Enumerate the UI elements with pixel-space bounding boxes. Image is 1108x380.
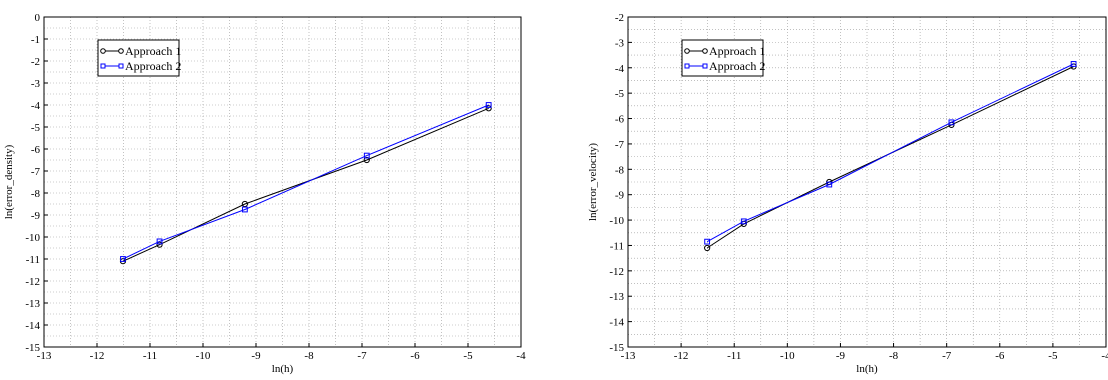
x-tick-label: -5 <box>1048 350 1058 362</box>
series-approach-2 <box>704 61 1077 245</box>
x-tick-label: -12 <box>90 350 105 362</box>
x-tick-label: -4 <box>1101 350 1108 362</box>
y-tick-label: -15 <box>25 342 40 354</box>
chart-2: -13 -12 -11 -10 -9 -8 -7 -6 -5 -4 -2 -3 -4 -5 -6 -7 -8 -9… <box>587 12 1108 375</box>
y-tick-label: -8 <box>615 164 625 176</box>
y-tick-label: -12 <box>609 266 624 278</box>
legend-marker <box>684 63 690 69</box>
y-tick-label: -12 <box>25 276 40 288</box>
data-point <box>156 241 163 248</box>
x-axis-label: ln(h) <box>856 363 878 375</box>
series-line <box>706 63 1074 243</box>
data-point <box>485 105 492 112</box>
chart-1: -13 -12 -11 -10 -9 -8 -7 -6 -5 -4 0 -1 -2 -3 -4 -5 -6 -7 -… <box>3 12 526 375</box>
data-point <box>826 181 833 188</box>
series-approach-2 <box>120 102 492 262</box>
x-tick-label: -7 <box>357 350 367 362</box>
data-point <box>740 218 747 225</box>
y-tick-label: -6 <box>31 144 41 156</box>
data-point <box>948 119 955 126</box>
legend-marker <box>702 48 708 54</box>
y-axis-label: ln(error_density) <box>3 144 15 219</box>
y-tick-label: -4 <box>31 100 41 112</box>
y-tick-label: -2 <box>615 12 624 24</box>
y-axis-label: ln(error_velocity) <box>587 143 599 222</box>
x-tick-label: -13 <box>621 350 636 362</box>
y-tick-label: -11 <box>610 240 624 252</box>
y-tick-label: -5 <box>31 122 41 134</box>
legend-label: Approach 2 <box>125 59 181 73</box>
y-tick-label: -10 <box>25 232 40 244</box>
y-tick-label: -14 <box>25 320 40 332</box>
data-point <box>241 206 248 213</box>
legend-box <box>681 39 764 77</box>
y-tick-label: -13 <box>25 298 40 310</box>
x-axis-label: ln(h) <box>272 363 294 375</box>
plot-frame <box>627 16 1107 348</box>
series-approach-1 <box>119 105 492 265</box>
y-tick-label: -7 <box>615 139 625 151</box>
legend-label: Approach 1 <box>125 44 181 58</box>
x-tick-label: -12 <box>674 350 689 362</box>
y-tick-label: -3 <box>615 37 625 49</box>
x-tick-label: -6 <box>410 350 420 362</box>
y-tick-label: -8 <box>31 188 41 200</box>
y-tick-label: -15 <box>609 342 624 354</box>
legend-marker <box>684 48 690 54</box>
data-point <box>241 200 248 208</box>
data-point <box>1070 61 1077 67</box>
data-point <box>156 238 163 245</box>
y-tick-label: 0 <box>35 12 41 24</box>
y-tick-label: -1 <box>31 34 40 46</box>
y-tick-label: -14 <box>609 317 624 329</box>
x-tick-label: -9 <box>836 350 846 362</box>
legend-marker <box>118 48 124 54</box>
x-tick-label: -11 <box>143 350 157 362</box>
data-point <box>485 102 492 108</box>
y-tick-label: -13 <box>609 291 624 303</box>
x-tick-label: -8 <box>304 350 314 362</box>
legend-marker <box>118 63 124 69</box>
y-tick-label: -10 <box>609 215 624 227</box>
x-tick-label: -13 <box>37 350 52 362</box>
plot-frame <box>43 16 522 348</box>
y-tick-label: -4 <box>615 63 625 75</box>
series-line <box>706 66 1074 249</box>
x-tick-label: -7 <box>942 350 952 362</box>
y-tick-label: -2 <box>31 56 40 68</box>
series-approach-1 <box>704 63 1077 252</box>
x-tick-label: -5 <box>463 350 473 362</box>
y-tick-label: -11 <box>26 254 40 266</box>
data-point <box>363 156 370 164</box>
legend-label: Approach 2 <box>709 59 765 73</box>
data-point <box>363 152 370 159</box>
series-line <box>122 107 489 262</box>
y-tick-label: -7 <box>31 166 41 178</box>
legend-marker <box>702 63 708 69</box>
data-point <box>704 244 711 252</box>
x-tick-label: -6 <box>995 350 1005 362</box>
x-tick-label: -4 <box>516 350 526 362</box>
x-tick-label: -11 <box>727 350 741 362</box>
x-tick-label: -9 <box>251 350 261 362</box>
legend-box <box>97 39 180 77</box>
y-tick-label: -9 <box>31 210 41 222</box>
y-tick-label: -5 <box>615 88 625 100</box>
data-point <box>704 238 711 245</box>
y-tick-label: -6 <box>615 114 625 126</box>
y-tick-label: -9 <box>615 190 625 202</box>
legend-label: Approach 1 <box>709 44 765 58</box>
x-tick-label: -8 <box>889 350 899 362</box>
y-tick-label: -3 <box>31 78 41 90</box>
legend-marker <box>100 63 106 69</box>
series-line <box>122 104 489 260</box>
legend-marker <box>100 48 106 54</box>
x-tick-label: -10 <box>196 350 211 362</box>
x-tick-label: -10 <box>780 350 795 362</box>
data-point <box>120 256 126 262</box>
